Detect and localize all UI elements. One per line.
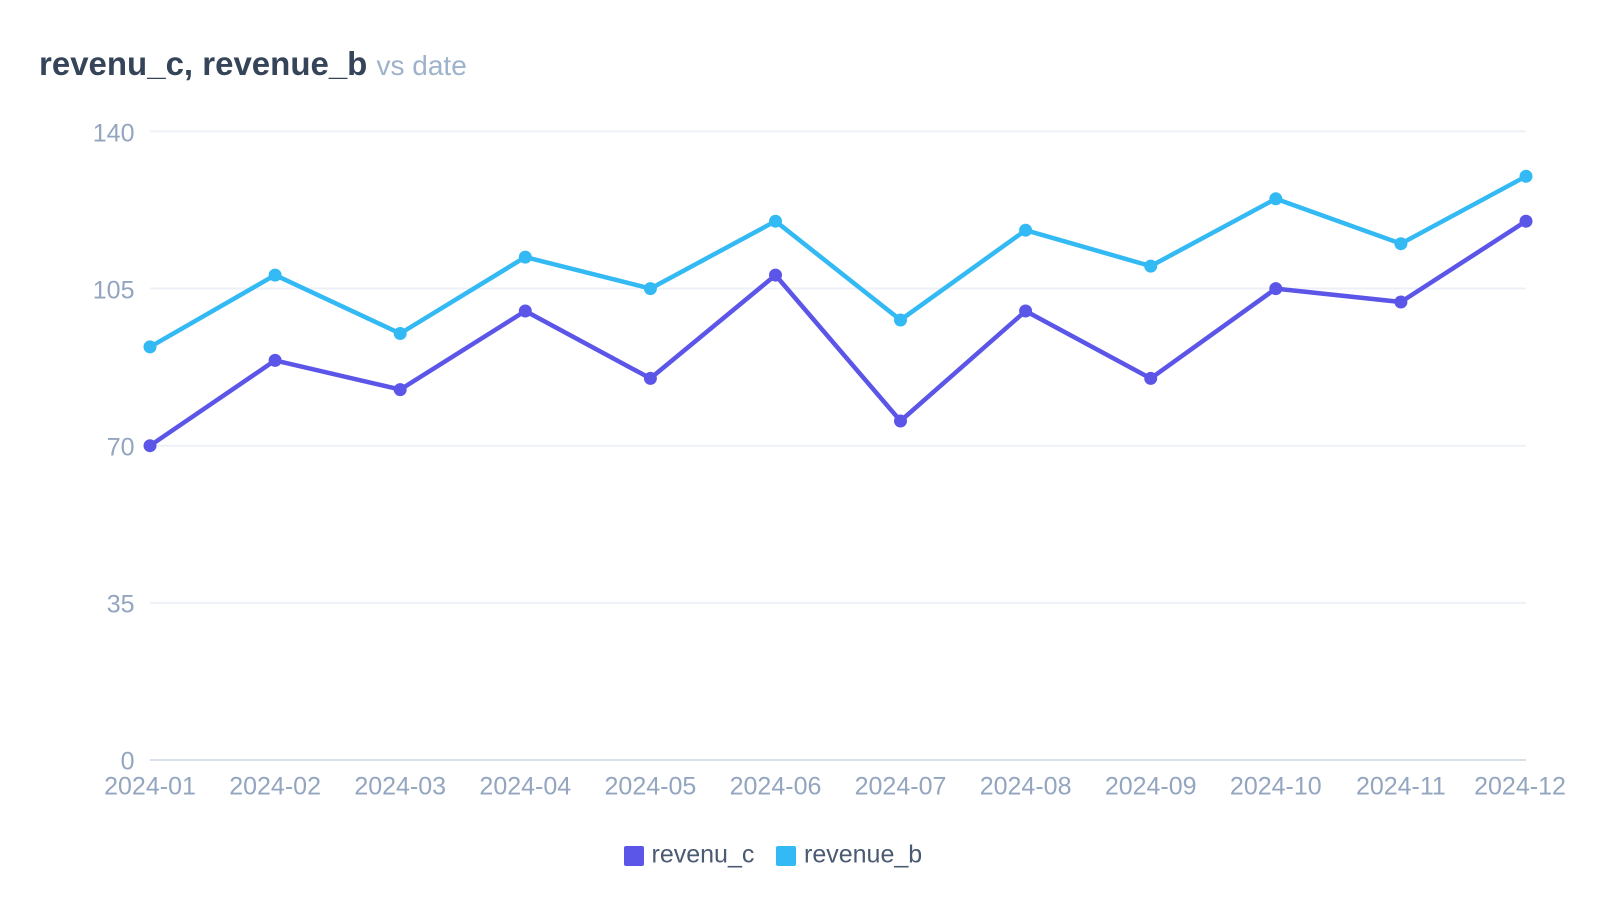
svg-text:2024-04: 2024-04: [479, 773, 571, 801]
svg-text:revenu_c, revenue_b: revenu_c, revenue_b: [39, 45, 367, 82]
svg-text:105: 105: [93, 276, 135, 304]
svg-text:2024-12: 2024-12: [1474, 773, 1566, 801]
svg-text:2024-07: 2024-07: [855, 773, 947, 801]
svg-text:revenue_b: revenue_b: [804, 841, 922, 869]
svg-text:140: 140: [93, 119, 135, 147]
svg-text:vs date: vs date: [377, 50, 467, 81]
svg-text:0: 0: [121, 748, 135, 776]
svg-text:2024-03: 2024-03: [354, 773, 446, 801]
svg-text:2024-10: 2024-10: [1230, 773, 1322, 801]
svg-text:70: 70: [107, 434, 135, 462]
svg-text:2024-06: 2024-06: [730, 773, 822, 801]
svg-text:2024-08: 2024-08: [980, 773, 1072, 801]
svg-text:2024-09: 2024-09: [1105, 773, 1197, 801]
svg-text:2024-11: 2024-11: [1356, 773, 1446, 801]
svg-text:2024-05: 2024-05: [605, 773, 697, 801]
svg-text:2024-01: 2024-01: [104, 773, 196, 801]
svg-text:35: 35: [107, 591, 135, 619]
svg-text:2024-02: 2024-02: [229, 773, 321, 801]
svg-text:revenu_c: revenu_c: [652, 841, 755, 869]
